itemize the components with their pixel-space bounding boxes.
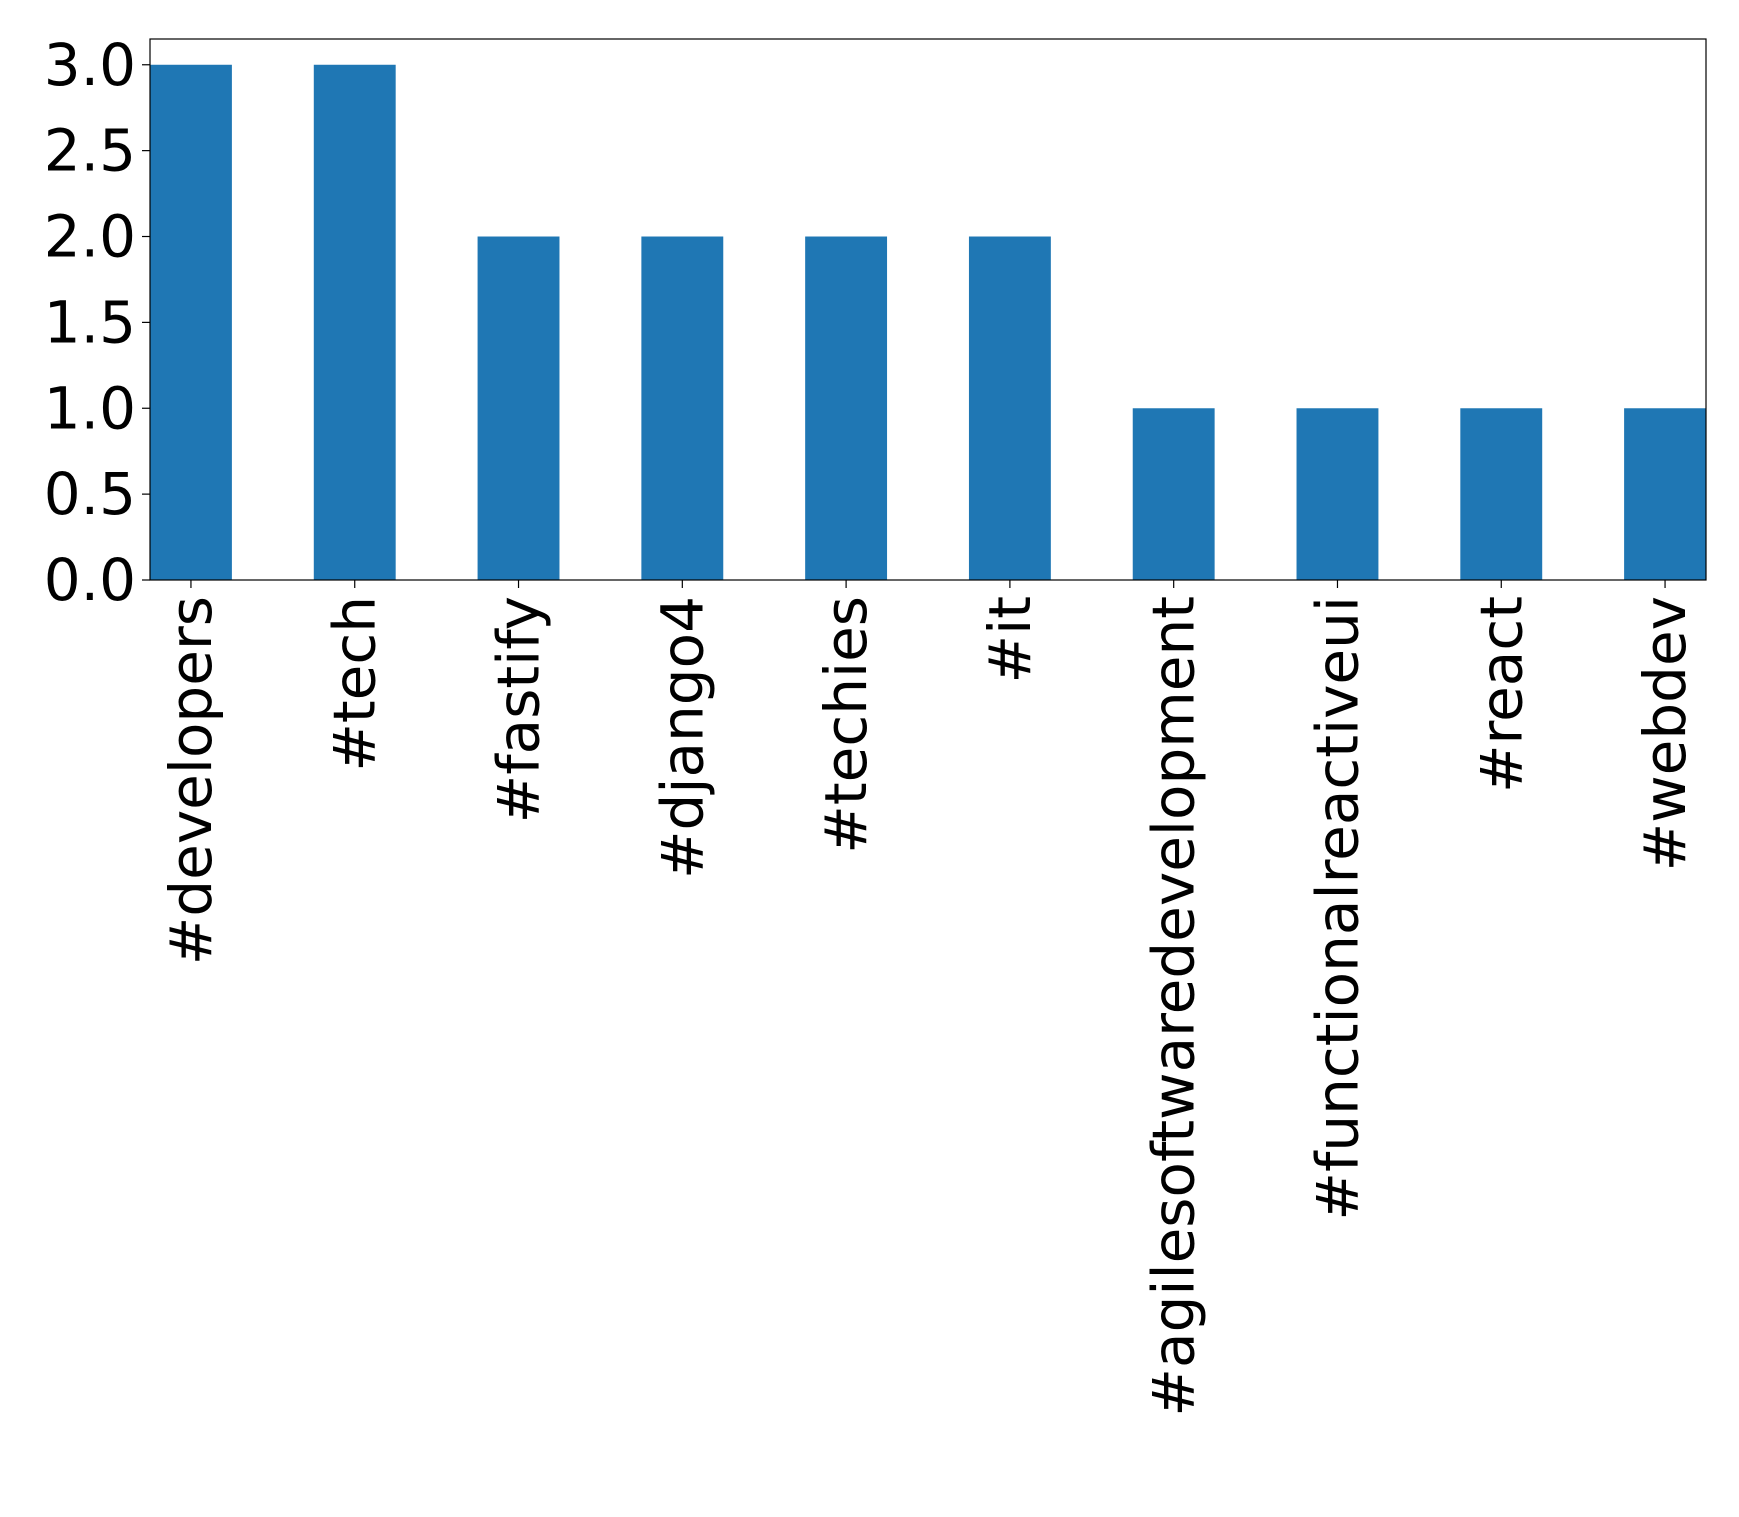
x-tick-label: #django4 — [648, 596, 716, 879]
plot-frame — [149, 38, 1707, 581]
y-tick-label: 0.0 — [44, 546, 136, 614]
bar-react — [1460, 408, 1543, 580]
bars-layer — [150, 64, 1706, 580]
y-tick-label: 3.0 — [44, 31, 136, 99]
x-tick-label: #functionalreactiveui — [1303, 596, 1371, 1221]
bar-webdev — [1624, 408, 1706, 580]
bar-django4 — [641, 236, 724, 580]
x-tick-label: #react — [1467, 596, 1535, 793]
y-tick-label: 1.5 — [44, 288, 136, 356]
bar-agilesoftwaredevelopment — [1132, 408, 1215, 580]
bar-developers — [150, 64, 232, 580]
x-tick-label: #fastify — [485, 596, 553, 823]
x-tick-label: #webdev — [1631, 596, 1699, 871]
bar-it — [968, 236, 1051, 580]
bar-techies — [805, 236, 888, 580]
y-axis-ticks: 0.0 0.5 1.0 1.5 2.0 2.5 3.0 — [44, 31, 150, 614]
y-tick-label: 1.0 — [44, 374, 136, 442]
bar-functionalreactiveui — [1296, 408, 1379, 580]
axes-layer — [149, 38, 1707, 581]
y-tick-label: 2.5 — [44, 117, 136, 185]
y-tick-label: 0.5 — [44, 460, 136, 528]
y-tick-label: 2.0 — [44, 203, 136, 271]
bar-tech — [313, 64, 396, 580]
bar-fastify — [477, 236, 560, 580]
x-tick-label: #it — [976, 596, 1044, 683]
x-tick-label: #agilesoftwaredevelopment — [1140, 596, 1208, 1417]
x-tick-label: #techies — [812, 596, 880, 854]
x-tick-label: #tech — [321, 596, 389, 772]
x-axis-ticks: #developers #tech #fastify #django4 #techies… — [157, 580, 1699, 1417]
x-tick-label: #developers — [157, 596, 225, 965]
